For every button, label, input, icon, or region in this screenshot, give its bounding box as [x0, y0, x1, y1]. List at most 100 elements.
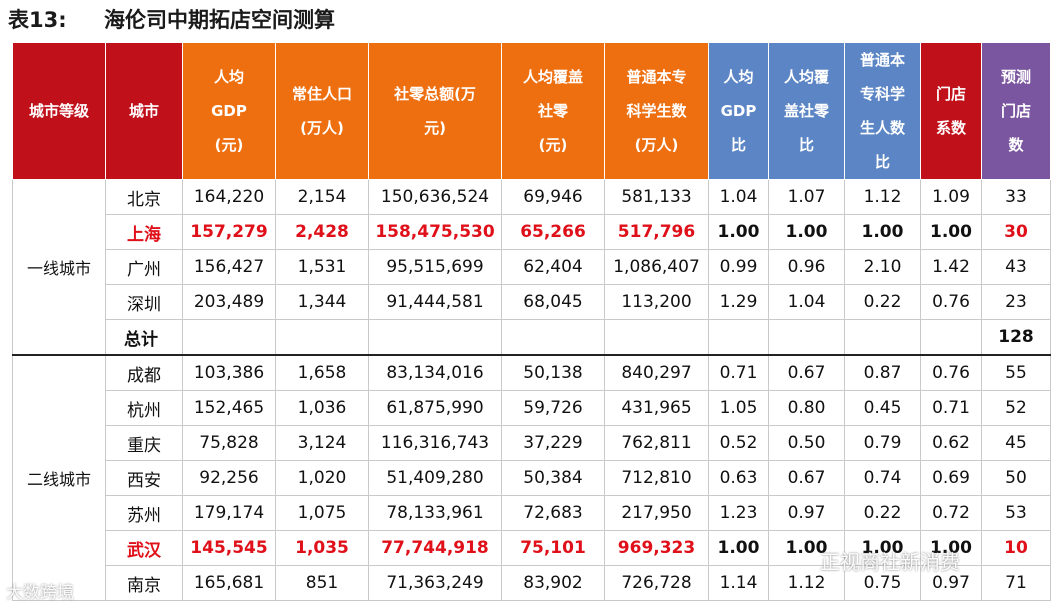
table-cell: 1.05: [708, 390, 769, 426]
city-name: 总计: [105, 319, 183, 356]
table-cell: 1.09: [920, 179, 982, 215]
table-cell: 2,154: [275, 179, 369, 215]
table-cell: 55: [981, 354, 1051, 391]
table-cell: 1,035: [275, 530, 369, 566]
table-cell: 103,386: [182, 354, 276, 391]
table-cell: 0.69: [920, 460, 982, 496]
column-header: 人均覆盖社零 (元): [501, 42, 605, 180]
table-cell: 1.00: [768, 530, 845, 566]
table-cell: 53: [981, 495, 1051, 531]
header-row: 城市等级 城市 人均 GDP (元) 常住人口 (万人) 社零总额(万 元) 人均覆盖 社零 (元) 普…: [12, 42, 1051, 180]
table-cell: 150,636,524: [368, 179, 502, 215]
table-cell: 83,134,016: [368, 354, 502, 391]
table-cell: 65,266: [501, 214, 605, 250]
table-row: 武汉 145,545 1,035 77,744,918 75,101 969,323 1.0…: [13, 530, 1051, 566]
column-header-line: 人均覆: [783, 68, 829, 86]
column-header-line: GDP: [720, 102, 757, 120]
column-header-line: 元): [424, 119, 446, 137]
table-cell: 217,950: [604, 495, 709, 531]
table-cell: 0.80: [768, 390, 845, 426]
city-tier: 一线城市: [12, 179, 106, 356]
column-header: 预测 门店数: [981, 42, 1051, 180]
table-cell: 431,965: [604, 390, 709, 426]
table-row: 重庆 75,828 3,124 116,316,743 37,229 762,811 0.5…: [13, 425, 1051, 461]
column-header-line: (元): [538, 136, 568, 154]
column-header-line: 比: [798, 136, 814, 154]
table-cell: 50,384: [501, 460, 605, 496]
table-cell: 52: [981, 390, 1051, 426]
table-cell: 1.23: [708, 495, 769, 531]
column-header-line: 人均覆盖: [522, 68, 583, 86]
table-cell: 75,101: [501, 530, 605, 566]
table-cell: 1,086,407: [604, 249, 709, 285]
table-cell: 51,409,280: [368, 460, 502, 496]
table-cell: 3,124: [275, 425, 369, 461]
table-cell: 726,728: [604, 565, 709, 601]
table-cell: 164,220: [182, 179, 276, 215]
column-header-line: 门店: [1000, 102, 1031, 120]
table-cell: 1,531: [275, 249, 369, 285]
city-name: 南京: [105, 565, 183, 601]
column-header-line: 数: [1008, 136, 1024, 154]
table-cell: 23: [981, 284, 1051, 320]
column-header-line: 普通本专: [626, 68, 687, 86]
table-cell: 0.87: [844, 354, 921, 391]
column-header: 人均覆 盖社零比: [768, 42, 845, 180]
city-name: 武汉: [105, 530, 183, 566]
table-cell: [708, 319, 769, 356]
table-cell: 0.76: [920, 354, 982, 391]
table-cell: 0.63: [708, 460, 769, 496]
table-cell: 1.29: [708, 284, 769, 320]
table-cell: 145,545: [182, 530, 276, 566]
table-cell: 62,404: [501, 249, 605, 285]
table-cell: 1.00: [844, 214, 921, 250]
table-cell: 1.42: [920, 249, 982, 285]
table-row: 苏州 179,174 1,075 78,133,961 72,683 217,950 1.2…: [13, 495, 1051, 531]
city-name: 杭州: [105, 390, 183, 426]
table-cell: 10: [981, 530, 1051, 566]
table-cell: 0.72: [920, 495, 982, 531]
table-cell: 0.96: [768, 249, 845, 285]
column-header-line: 人均: [213, 68, 244, 86]
city-name: 广州: [105, 249, 183, 285]
table-cell: 43: [981, 249, 1051, 285]
column-header: 人均 GDP (元): [182, 42, 276, 180]
column-header-line: 社零: [537, 102, 568, 120]
table-row: 广州 156,427 1,531 95,515,699 62,404 1,086,407 0…: [13, 249, 1051, 285]
table-cell: 1,075: [275, 495, 369, 531]
table-cell: 77,744,918: [368, 530, 502, 566]
table-cell: 0.76: [920, 284, 982, 320]
watermark-right: 正视商社新消费: [820, 550, 960, 574]
table-cell: [920, 319, 982, 356]
column-header: 门店 系数: [920, 42, 982, 180]
table-cell: 0.62: [920, 425, 982, 461]
table-cell: 156,427: [182, 249, 276, 285]
column-header-line: 比: [874, 153, 890, 171]
city-name: 重庆: [105, 425, 183, 461]
table-title: 表13: 海伦司中期拓店空间测算: [8, 4, 335, 36]
table-cell: 1.00: [768, 214, 845, 250]
table-cell: 71,363,249: [368, 565, 502, 601]
table-cell: 1.12: [844, 179, 921, 215]
table-cell: 0.67: [768, 460, 845, 496]
table-cell: 1.00: [708, 530, 769, 566]
table-cell: 158,475,530: [368, 214, 502, 250]
table-cell: 116,316,743: [368, 425, 502, 461]
table-cell: 1.00: [920, 530, 982, 566]
column-header-line: 普通本: [859, 51, 905, 69]
city-tier: 二线城市: [12, 354, 106, 601]
column-header-line: (万人): [300, 119, 344, 137]
column-header-line: (元): [214, 136, 244, 154]
table-row: 深圳 203,489 1,344 91,444,581 68,045 113,200 1.2…: [13, 284, 1051, 320]
table-cell: 1.04: [768, 284, 845, 320]
table-cell: 969,323: [604, 530, 709, 566]
table-cell: 91,444,581: [368, 284, 502, 320]
table-cell: 1,344: [275, 284, 369, 320]
city-name: 苏州: [105, 495, 183, 531]
table-cell: 92,256: [182, 460, 276, 496]
table-cell: 78,133,961: [368, 495, 502, 531]
column-header-line: 生人数: [859, 119, 905, 137]
table-row: 南京 165,681 851 71,363,249 83,902 726,728 1.14 1…: [13, 565, 1051, 601]
table-cell: 61,875,990: [368, 390, 502, 426]
table-cell: 128: [981, 319, 1051, 356]
